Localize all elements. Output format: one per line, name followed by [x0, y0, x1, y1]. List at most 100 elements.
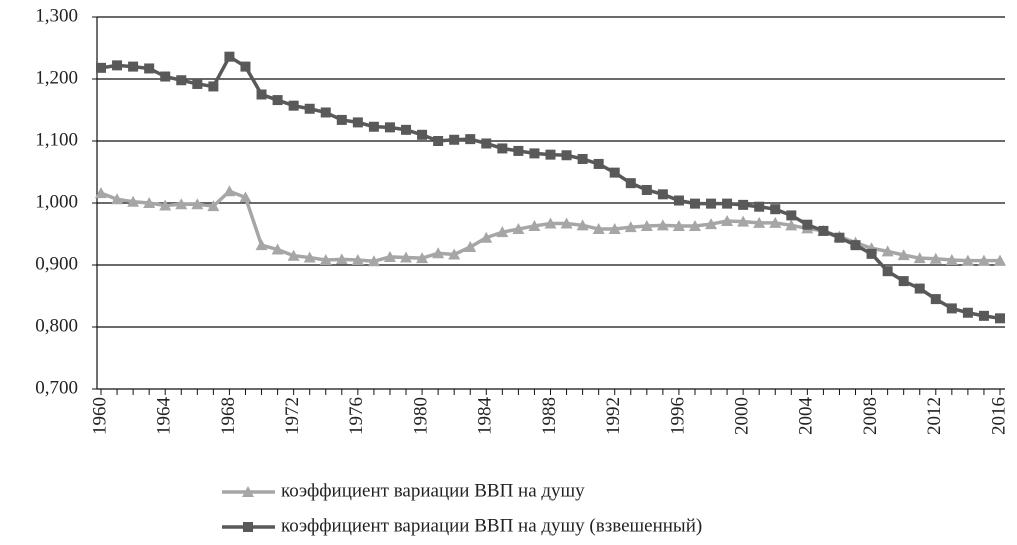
point — [513, 145, 524, 156]
point — [239, 191, 252, 203]
point — [272, 95, 283, 106]
point — [994, 254, 1006, 266]
x-tick-label: 1964 — [154, 397, 175, 436]
point — [689, 198, 700, 209]
y-tick-label: 1,300 — [35, 5, 78, 26]
point — [592, 223, 605, 235]
point — [995, 313, 1005, 324]
point — [144, 63, 155, 74]
point — [962, 307, 973, 318]
point — [929, 252, 942, 264]
point — [512, 223, 525, 235]
point — [898, 276, 909, 287]
point — [850, 240, 861, 251]
point — [496, 226, 509, 238]
x-tick-label: 1972 — [282, 397, 303, 435]
point — [480, 231, 493, 243]
point — [224, 51, 235, 62]
x-tick-label: 2008 — [860, 397, 881, 435]
point — [624, 221, 637, 233]
point — [722, 198, 733, 209]
point — [271, 243, 284, 255]
point — [593, 158, 604, 169]
point — [672, 219, 685, 231]
y-tick-label: 0,700 — [35, 377, 78, 398]
point — [961, 254, 974, 266]
point — [770, 204, 781, 215]
y-tick-label: 0,900 — [35, 253, 78, 274]
point — [207, 200, 220, 212]
point — [112, 60, 123, 71]
x-tick-label: 1996 — [667, 397, 688, 435]
point — [432, 247, 445, 259]
y-tick-label: 1,100 — [35, 129, 78, 150]
point — [802, 219, 813, 230]
point — [688, 219, 701, 231]
point — [608, 223, 621, 235]
point — [625, 178, 636, 189]
x-tick-label: 1960 — [89, 397, 110, 435]
point — [143, 197, 156, 208]
legend-label: коэффициент вариации ВВП на душу (взвеше… — [281, 515, 702, 536]
point — [367, 255, 380, 267]
point — [737, 215, 750, 227]
point — [528, 219, 541, 231]
point — [176, 75, 187, 86]
point — [352, 117, 363, 128]
point — [255, 239, 268, 251]
legend-label: коэффициент вариации ВВП на душу — [281, 480, 585, 501]
point — [738, 199, 749, 210]
x-tick-label: 2016 — [988, 397, 1009, 435]
point — [320, 107, 331, 118]
point — [529, 148, 540, 159]
point — [544, 217, 557, 229]
point — [319, 254, 332, 266]
point — [400, 251, 413, 263]
point — [287, 249, 300, 261]
point — [977, 254, 990, 266]
point — [656, 219, 669, 231]
point — [160, 71, 171, 82]
point — [785, 219, 798, 231]
point — [417, 129, 428, 140]
point — [914, 283, 925, 294]
point — [897, 249, 910, 261]
point — [336, 114, 347, 125]
point — [208, 81, 219, 92]
point — [560, 217, 573, 229]
point — [401, 124, 412, 135]
y-tick-label: 1,200 — [35, 67, 78, 88]
y-tick-label: 1,000 — [35, 191, 78, 212]
point — [240, 61, 251, 72]
point — [448, 248, 461, 260]
y-tick-label: 0,800 — [35, 315, 78, 336]
point — [383, 250, 396, 262]
point — [111, 193, 124, 205]
point — [545, 149, 556, 160]
point — [96, 62, 106, 73]
series-line — [100, 54, 1001, 321]
point — [769, 216, 782, 228]
point — [288, 100, 299, 111]
point — [706, 198, 717, 209]
point — [464, 241, 477, 253]
point — [481, 138, 492, 149]
point — [834, 232, 845, 243]
x-tick-label: 1984 — [475, 397, 496, 436]
point — [640, 219, 653, 231]
point — [673, 195, 684, 206]
x-tick-label: 2012 — [924, 397, 945, 435]
point — [256, 89, 267, 100]
point — [95, 187, 107, 199]
point — [881, 245, 894, 257]
point — [754, 201, 765, 212]
x-tick-label: 1968 — [218, 397, 239, 435]
point — [657, 189, 668, 200]
point — [449, 134, 460, 145]
point — [978, 310, 989, 321]
point — [818, 225, 829, 236]
point — [127, 195, 140, 207]
point — [368, 121, 379, 132]
point — [577, 153, 588, 164]
